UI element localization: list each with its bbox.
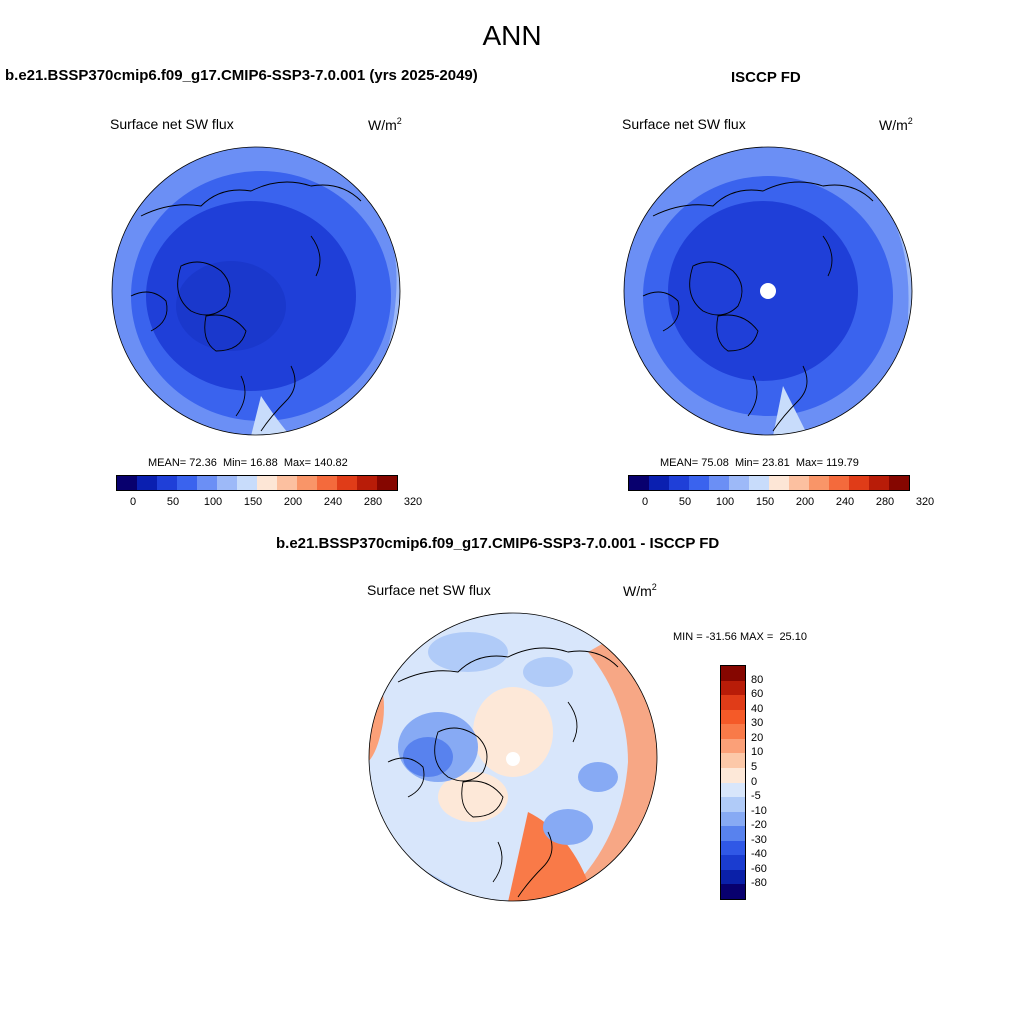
colorbar-swatch bbox=[721, 826, 745, 841]
panel2-colorbar bbox=[628, 475, 910, 491]
colorbar-tick-label: 5 bbox=[751, 760, 758, 773]
panel2-subtitle: Surface net SW flux bbox=[622, 116, 746, 132]
colorbar-swatch bbox=[721, 753, 745, 768]
colorbar-swatch bbox=[721, 724, 745, 739]
panel3-units: W/m2 bbox=[623, 582, 657, 599]
colorbar-swatch bbox=[721, 840, 745, 856]
colorbar-tick-label: 200 bbox=[283, 496, 303, 508]
panel2-polar-map bbox=[623, 146, 913, 436]
colorbar-tick-label: 320 bbox=[403, 496, 423, 508]
colorbar-tick-label: -30 bbox=[751, 833, 767, 846]
panel1-subtitle: Surface net SW flux bbox=[110, 116, 234, 132]
colorbar-tick-label: 240 bbox=[835, 496, 855, 508]
colorbar-tick-label: 50 bbox=[678, 496, 692, 508]
colorbar-tick-label: 0 bbox=[129, 496, 137, 508]
colorbar-swatch bbox=[177, 476, 197, 490]
colorbar-swatch bbox=[117, 476, 137, 490]
panel3-colorbar bbox=[720, 665, 746, 900]
colorbar-swatch bbox=[721, 855, 745, 870]
colorbar-tick-label: 100 bbox=[715, 496, 735, 508]
panel3-title: b.e21.BSSP370cmip6.f09_g17.CMIP6-SSP3-7.… bbox=[276, 535, 720, 552]
colorbar-tick-label: -40 bbox=[751, 848, 767, 861]
panel1-colorbar bbox=[116, 475, 398, 491]
colorbar-swatch bbox=[297, 476, 317, 490]
colorbar-swatch bbox=[721, 767, 745, 783]
colorbar-tick-label: 280 bbox=[363, 496, 383, 508]
colorbar-swatch bbox=[629, 476, 649, 490]
colorbar-tick-label: 150 bbox=[243, 496, 263, 508]
colorbar-swatch bbox=[709, 476, 729, 490]
colorbar-swatch bbox=[217, 476, 237, 490]
colorbar-swatch bbox=[769, 476, 789, 490]
colorbar-swatch bbox=[237, 476, 257, 490]
colorbar-tick-label: 80 bbox=[751, 673, 764, 686]
colorbar-tick-label: 0 bbox=[751, 775, 758, 788]
colorbar-tick-label: 20 bbox=[751, 731, 764, 744]
panel1-units: W/m2 bbox=[368, 116, 402, 133]
colorbar-swatch bbox=[721, 884, 745, 899]
colorbar-swatch bbox=[157, 476, 177, 490]
panel1-polar-map bbox=[111, 146, 401, 436]
figure-title: ANN bbox=[482, 20, 542, 51]
colorbar-swatch bbox=[721, 869, 745, 885]
colorbar-tick-label: 100 bbox=[203, 496, 223, 508]
colorbar-swatch bbox=[749, 476, 769, 490]
colorbar-swatch bbox=[689, 476, 709, 490]
colorbar-tick-label: -60 bbox=[751, 862, 767, 875]
colorbar-swatch bbox=[137, 476, 157, 490]
colorbar-swatch bbox=[337, 476, 357, 490]
colorbar-swatch bbox=[889, 476, 909, 490]
colorbar-swatch bbox=[721, 738, 745, 754]
colorbar-tick-label: 0 bbox=[641, 496, 649, 508]
colorbar-swatch bbox=[649, 476, 669, 490]
panel2-title: ISCCP FD bbox=[731, 69, 801, 86]
colorbar-swatch bbox=[721, 695, 745, 710]
colorbar-swatch bbox=[317, 476, 337, 490]
panel2-units: W/m2 bbox=[879, 116, 913, 133]
colorbar-swatch bbox=[357, 476, 377, 490]
colorbar-tick-label: -10 bbox=[751, 804, 767, 817]
colorbar-swatch bbox=[729, 476, 749, 490]
colorbar-swatch bbox=[849, 476, 869, 490]
panel1-title: b.e21.BSSP370cmip6.f09_g17.CMIP6-SSP3-7.… bbox=[5, 67, 478, 84]
colorbar-tick-label: 40 bbox=[751, 702, 764, 715]
colorbar-tick-label: 280 bbox=[875, 496, 895, 508]
panel3-stats: MIN = -31.56 MAX = 25.10 bbox=[673, 631, 807, 643]
colorbar-tick-label: -80 bbox=[751, 877, 767, 890]
colorbar-tick-label: 320 bbox=[915, 496, 935, 508]
colorbar-tick-label: 50 bbox=[166, 496, 180, 508]
colorbar-swatch bbox=[721, 666, 745, 681]
panel3-subtitle: Surface net SW flux bbox=[367, 582, 491, 598]
panel1-stats: MEAN= 72.36 Min= 16.88 Max= 140.82 bbox=[148, 457, 348, 469]
colorbar-swatch bbox=[257, 476, 277, 490]
colorbar-swatch bbox=[721, 709, 745, 725]
colorbar-swatch bbox=[277, 476, 297, 490]
colorbar-swatch bbox=[789, 476, 809, 490]
colorbar-tick-label: 240 bbox=[323, 496, 343, 508]
colorbar-tick-label: -5 bbox=[751, 790, 761, 803]
colorbar-swatch bbox=[721, 797, 745, 812]
panel3-polar-map bbox=[368, 612, 658, 902]
colorbar-swatch bbox=[721, 680, 745, 696]
colorbar-swatch bbox=[809, 476, 829, 490]
colorbar-swatch bbox=[721, 811, 745, 827]
colorbar-tick-label: -20 bbox=[751, 819, 767, 832]
colorbar-swatch bbox=[197, 476, 217, 490]
colorbar-tick-label: 30 bbox=[751, 717, 764, 730]
colorbar-tick-label: 60 bbox=[751, 688, 764, 701]
colorbar-swatch bbox=[721, 782, 745, 798]
colorbar-tick-label: 150 bbox=[755, 496, 775, 508]
colorbar-swatch bbox=[869, 476, 889, 490]
colorbar-tick-label: 10 bbox=[751, 746, 764, 759]
colorbar-swatch bbox=[829, 476, 849, 490]
panel2-stats: MEAN= 75.08 Min= 23.81 Max= 119.79 bbox=[660, 457, 859, 469]
colorbar-swatch bbox=[669, 476, 689, 490]
colorbar-swatch bbox=[377, 476, 397, 490]
colorbar-tick-label: 200 bbox=[795, 496, 815, 508]
